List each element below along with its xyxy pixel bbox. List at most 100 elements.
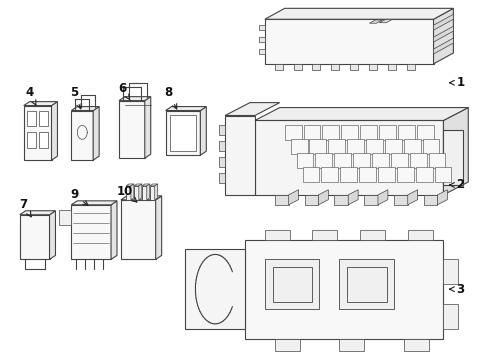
Polygon shape <box>293 64 301 70</box>
Polygon shape <box>20 211 55 215</box>
Polygon shape <box>377 167 394 182</box>
Polygon shape <box>71 201 117 205</box>
Polygon shape <box>312 230 337 239</box>
Polygon shape <box>443 260 457 284</box>
Polygon shape <box>322 125 339 140</box>
Polygon shape <box>27 111 36 126</box>
Polygon shape <box>165 111 200 155</box>
Polygon shape <box>346 139 364 154</box>
Polygon shape <box>409 153 426 168</box>
Polygon shape <box>134 186 139 200</box>
Polygon shape <box>24 105 51 160</box>
Polygon shape <box>368 20 382 23</box>
Polygon shape <box>24 102 57 105</box>
Polygon shape <box>119 100 144 158</box>
Polygon shape <box>219 125 224 135</box>
Polygon shape <box>219 141 224 151</box>
Polygon shape <box>258 37 264 42</box>
Polygon shape <box>139 184 142 200</box>
Polygon shape <box>406 64 414 70</box>
Polygon shape <box>288 190 298 205</box>
Text: 10: 10 <box>117 185 137 202</box>
Polygon shape <box>93 107 99 160</box>
Polygon shape <box>377 190 387 205</box>
Polygon shape <box>254 108 468 121</box>
Polygon shape <box>244 239 443 339</box>
Polygon shape <box>359 125 376 140</box>
Polygon shape <box>274 195 288 205</box>
Polygon shape <box>384 139 401 154</box>
Polygon shape <box>407 230 432 239</box>
Polygon shape <box>71 107 99 111</box>
Polygon shape <box>149 184 157 186</box>
Polygon shape <box>364 195 377 205</box>
Polygon shape <box>264 19 433 64</box>
Polygon shape <box>359 230 384 239</box>
Polygon shape <box>142 186 146 200</box>
Polygon shape <box>427 153 445 168</box>
Polygon shape <box>321 167 338 182</box>
Polygon shape <box>318 190 327 205</box>
Polygon shape <box>51 102 57 160</box>
Polygon shape <box>121 196 162 200</box>
Polygon shape <box>272 267 312 302</box>
Polygon shape <box>264 8 452 19</box>
Polygon shape <box>121 200 155 260</box>
Polygon shape <box>154 184 157 200</box>
Polygon shape <box>274 64 282 70</box>
Polygon shape <box>185 249 244 329</box>
Polygon shape <box>303 125 320 140</box>
Polygon shape <box>397 125 414 140</box>
Polygon shape <box>423 195 437 205</box>
Polygon shape <box>340 167 356 182</box>
Polygon shape <box>443 108 468 195</box>
Polygon shape <box>339 339 364 351</box>
Text: 9: 9 <box>70 188 88 205</box>
Polygon shape <box>334 195 347 205</box>
Polygon shape <box>134 184 142 186</box>
Polygon shape <box>296 153 313 168</box>
Polygon shape <box>339 260 393 309</box>
Polygon shape <box>415 167 432 182</box>
Polygon shape <box>20 215 49 260</box>
Polygon shape <box>142 184 149 186</box>
Polygon shape <box>387 64 395 70</box>
Polygon shape <box>219 173 224 183</box>
Polygon shape <box>315 153 332 168</box>
Polygon shape <box>437 190 447 205</box>
Polygon shape <box>433 8 452 64</box>
Polygon shape <box>126 186 131 200</box>
Polygon shape <box>290 139 307 154</box>
Polygon shape <box>264 260 319 309</box>
Polygon shape <box>407 190 417 205</box>
Text: 2: 2 <box>449 179 464 192</box>
Polygon shape <box>144 96 150 158</box>
Polygon shape <box>126 184 134 186</box>
Polygon shape <box>416 125 433 140</box>
Polygon shape <box>433 26 452 42</box>
Text: 5: 5 <box>70 86 81 109</box>
Polygon shape <box>224 103 279 116</box>
Polygon shape <box>27 132 36 148</box>
Polygon shape <box>39 132 47 148</box>
Polygon shape <box>254 121 443 195</box>
Text: 6: 6 <box>118 82 130 100</box>
Polygon shape <box>71 111 93 160</box>
Polygon shape <box>327 139 345 154</box>
Polygon shape <box>341 125 357 140</box>
Polygon shape <box>331 64 339 70</box>
Polygon shape <box>379 19 391 23</box>
Polygon shape <box>347 190 357 205</box>
Polygon shape <box>258 25 264 30</box>
Polygon shape <box>284 125 301 140</box>
Polygon shape <box>49 211 55 260</box>
Polygon shape <box>111 201 117 260</box>
Text: 8: 8 <box>164 86 176 109</box>
Polygon shape <box>366 139 382 154</box>
Polygon shape <box>131 184 134 200</box>
Text: 4: 4 <box>25 86 36 105</box>
Polygon shape <box>352 153 369 168</box>
Polygon shape <box>165 107 206 111</box>
Polygon shape <box>258 49 264 54</box>
Text: 7: 7 <box>20 198 31 217</box>
